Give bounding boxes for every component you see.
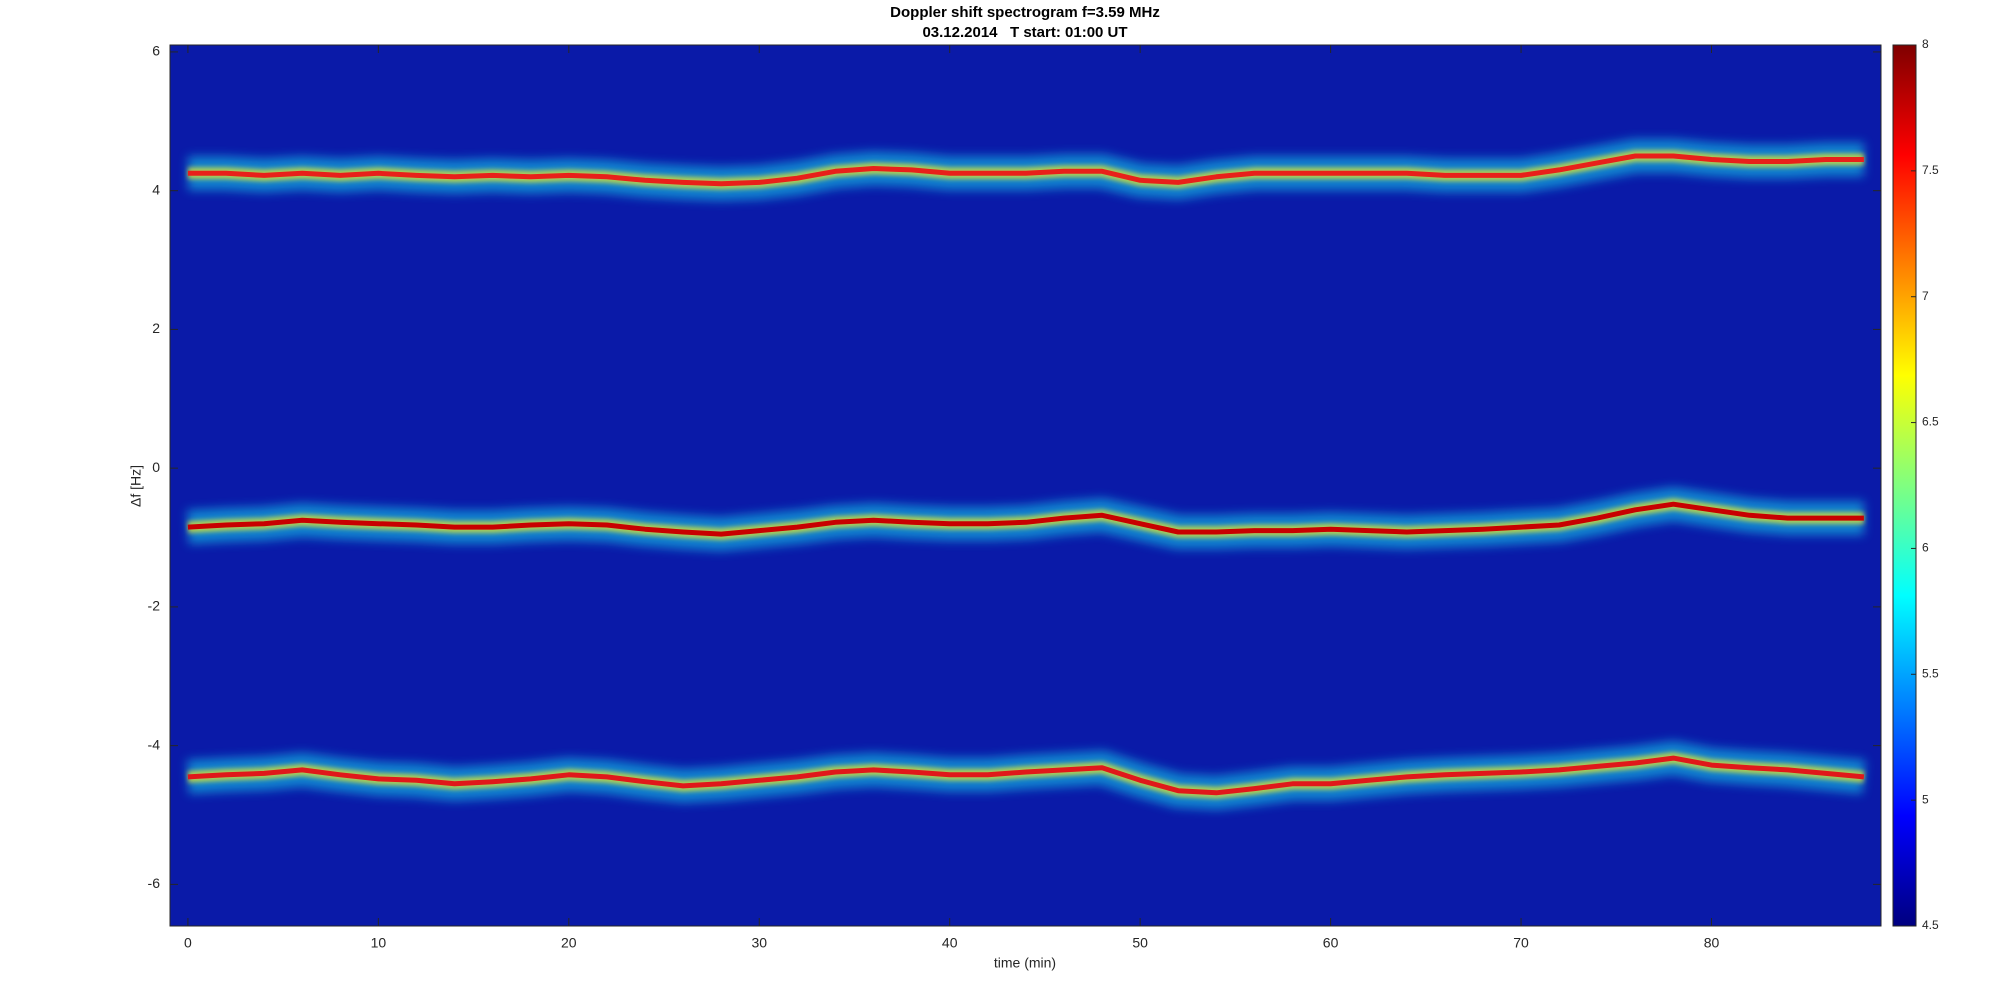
ridge-line — [187, 755, 1865, 796]
x-axis-label: time (min) — [994, 955, 1056, 971]
x-tick-label: 0 — [184, 935, 192, 951]
ridges — [186, 139, 1866, 810]
x-tick-label: 50 — [1132, 935, 1148, 951]
y-tick-label: 4 — [152, 181, 160, 197]
y-tick-label: 0 — [152, 459, 160, 475]
colorbar-tick-label: 4.5 — [1922, 918, 1939, 932]
plot-frame — [169, 44, 1882, 927]
ridge-line — [187, 153, 1864, 187]
y-tick-label: -6 — [148, 875, 161, 891]
x-tick-label: 40 — [942, 935, 958, 951]
colorbar-tick-label: 8 — [1922, 37, 1929, 51]
x-tick-label: 20 — [561, 935, 577, 951]
y-tick-label: 6 — [152, 43, 160, 59]
y-tick-label: -2 — [148, 598, 161, 614]
ridge-line — [187, 501, 1864, 537]
colorbar-tick-label: 6 — [1922, 541, 1929, 555]
y-tick-label: -4 — [148, 736, 161, 752]
chart-title: Doppler shift spectrogram f=3.59 MHz — [890, 4, 1160, 21]
x-tick-label: 70 — [1513, 935, 1529, 951]
y-tick-label: 2 — [152, 320, 160, 336]
y-axis-label: Δf [Hz] — [128, 465, 144, 507]
colorbar-tick-label: 7.5 — [1922, 163, 1939, 177]
colorbar-tick-label: 6.5 — [1922, 415, 1939, 429]
chart-subtitle: 03.12.2014 T start: 01:00 UT — [922, 24, 1127, 41]
x-tick-label: 80 — [1704, 935, 1720, 951]
x-tick-label: 10 — [371, 935, 387, 951]
colorbar-tick-label: 5.5 — [1922, 666, 1939, 680]
colorbar-tick-label: 7 — [1922, 289, 1929, 303]
colorbar-tick-label: 5 — [1922, 792, 1929, 806]
x-tick-label: 30 — [751, 935, 767, 951]
x-tick-label: 60 — [1323, 935, 1339, 951]
colorbar — [1892, 44, 1917, 927]
